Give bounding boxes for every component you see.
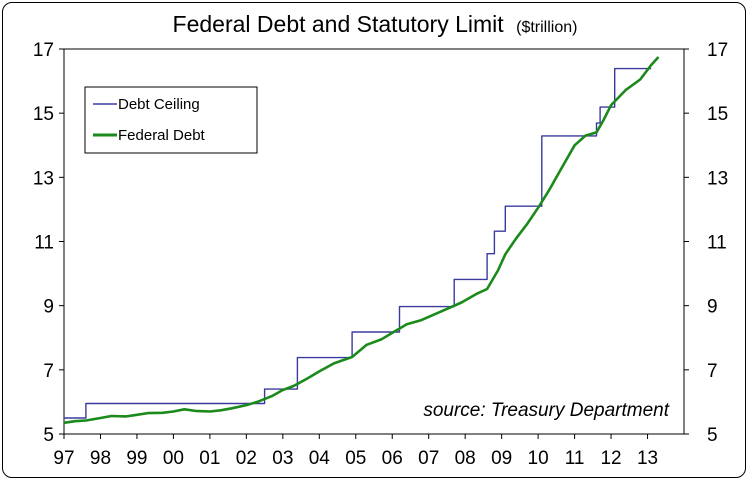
x-tick-label: 99 — [126, 448, 147, 469]
x-tick-label: 00 — [163, 448, 184, 469]
source-annotation: source: Treasury Department — [423, 400, 669, 421]
y-tick-label-right: 13 — [707, 168, 728, 189]
y-tick-label-right: 15 — [707, 104, 728, 125]
y-tick-label-left: 11 — [34, 233, 54, 254]
series-line-debt-ceiling — [64, 67, 652, 419]
legend-label-debt-ceiling: Debt Ceiling — [118, 96, 200, 113]
y-tick-label-left: 17 — [33, 40, 54, 61]
x-tick-label: 98 — [90, 448, 111, 469]
x-tick-label: 08 — [455, 448, 476, 469]
x-tick-label: 06 — [382, 448, 403, 469]
chart-title-main: Federal Debt and Statutory Limit — [173, 11, 505, 37]
x-tick-label: 10 — [528, 448, 549, 469]
y-tick-label-right: 11 — [707, 233, 727, 254]
y-tick-label-left: 13 — [33, 168, 54, 189]
y-tick-label-right: 9 — [707, 297, 718, 318]
x-tick-label: 04 — [309, 448, 331, 469]
y-tick-label-right: 7 — [707, 361, 718, 382]
y-tick-label-right: 17 — [707, 40, 728, 61]
y-tick-label-left: 7 — [43, 361, 54, 382]
y-tick-label-right: 5 — [707, 425, 718, 446]
x-tick-label: 02 — [236, 448, 257, 469]
x-tick-label: 97 — [53, 448, 74, 469]
legend-box — [84, 86, 258, 154]
x-tick-label: 03 — [272, 448, 293, 469]
y-axis-left: 5 7 9 11 13 15 17 — [33, 40, 64, 446]
x-tick-label: 12 — [600, 448, 621, 469]
chart-title-unit: ($trillion) — [516, 19, 577, 36]
series-layer — [63, 56, 660, 425]
legend: Debt Ceiling Federal Debt — [84, 86, 258, 154]
y-tick-label-left: 15 — [33, 104, 54, 125]
legend-label-federal-debt: Federal Debt — [118, 127, 206, 144]
x-tick-label: 05 — [345, 448, 366, 469]
x-tick-label: 11 — [565, 448, 585, 469]
y-tick-label-left: 9 — [43, 297, 54, 318]
x-tick-label: 09 — [491, 448, 512, 469]
y-axis-right: 5 7 9 11 13 15 17 — [684, 40, 728, 446]
x-tick-label: 01 — [199, 448, 220, 469]
series-line-federal-debt — [63, 56, 660, 425]
chart-title: Federal Debt and Statutory Limit ($trill… — [173, 11, 578, 37]
x-tick-label: 13 — [637, 448, 658, 469]
y-tick-label-left: 5 — [43, 425, 54, 446]
x-axis: 97 98 99 00 01 02 03 04 05 06 07 08 09 10 11 12 13 — [53, 434, 658, 469]
x-tick-label: 07 — [418, 448, 439, 469]
